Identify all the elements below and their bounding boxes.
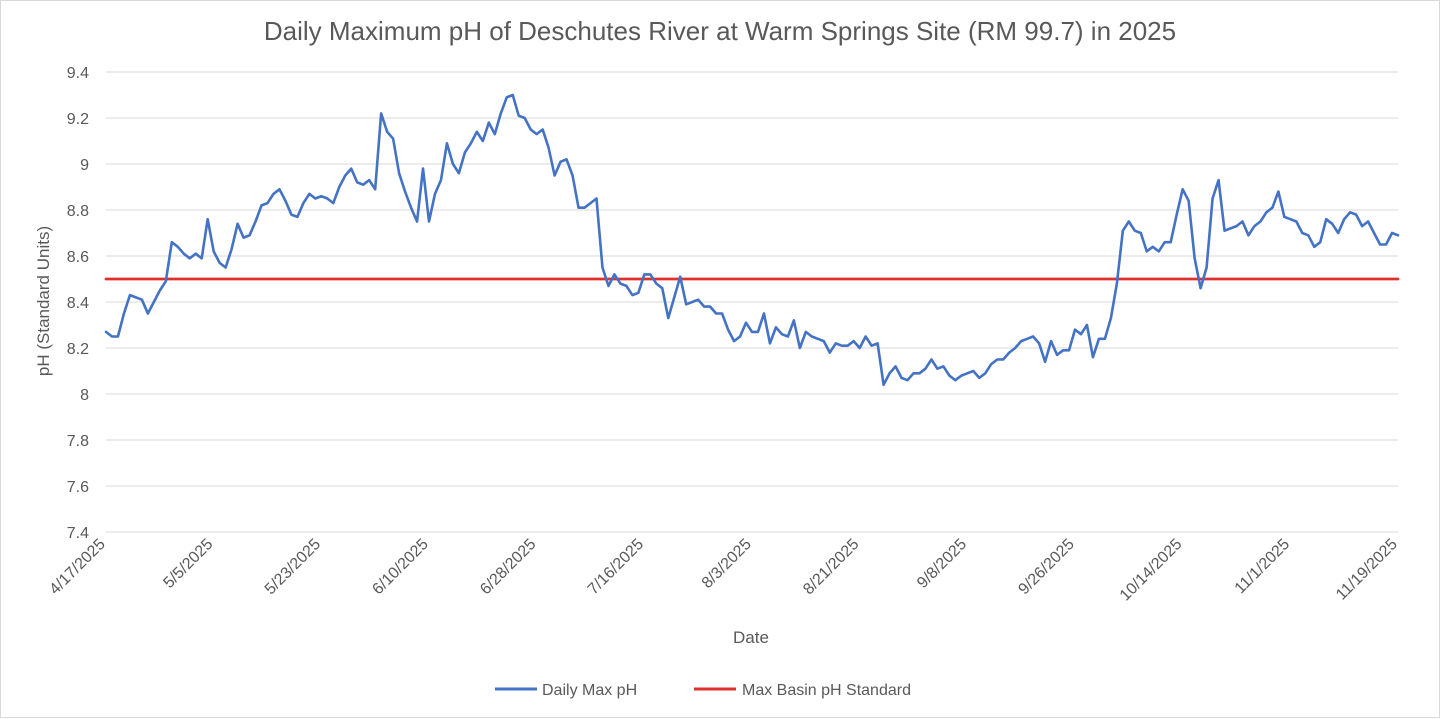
y-tick-label: 9.2 [67, 111, 89, 128]
x-axis-ticks: 4/17/2025 5/5/2025 5/23/2025 6/10/2025 6/28/… [46, 536, 1400, 605]
x-tick-label: 4/17/2025 [46, 536, 108, 598]
legend-label-daily-max: Daily Max pH [542, 682, 637, 699]
x-tick-label: 5/5/2025 [160, 536, 216, 592]
x-tick-label: 9/8/2025 [914, 536, 970, 592]
y-tick-label: 7.8 [67, 433, 89, 450]
y-tick-label: 8.2 [67, 341, 89, 358]
y-tick-label: 8 [80, 387, 89, 404]
x-tick-label: 11/1/2025 [1232, 536, 1294, 598]
y-axis-label: pH (Standard Units) [34, 226, 53, 376]
x-tick-label: 6/10/2025 [369, 536, 431, 598]
x-tick-label: 7/16/2025 [585, 536, 647, 598]
chart-title: Daily Maximum pH of Deschutes River at W… [264, 16, 1176, 46]
y-tick-label: 7.4 [67, 525, 89, 542]
x-tick-label: 10/14/2025 [1117, 536, 1186, 605]
legend-label-standard: Max Basin pH Standard [742, 682, 911, 699]
x-tick-label: 5/23/2025 [262, 536, 324, 598]
y-tick-label: 9.4 [67, 65, 89, 82]
x-tick-label: 9/26/2025 [1015, 536, 1077, 598]
x-tick-label: 8/3/2025 [699, 536, 755, 592]
y-tick-label: 7.6 [67, 479, 89, 496]
y-axis-ticks: 7.4 7.6 7.8 8 8.2 8.4 8.6 8.8 9 9.2 9.4 [67, 65, 89, 542]
x-tick-label: 8/21/2025 [800, 536, 862, 598]
y-tick-label: 8.4 [67, 295, 89, 312]
y-tick-label: 8.8 [67, 203, 89, 220]
series-line-daily-max-ph [104, 93, 1400, 387]
y-tick-label: 9 [80, 157, 89, 174]
x-tick-label: 11/19/2025 [1333, 536, 1401, 604]
gridlines [106, 71, 1398, 533]
x-tick-label: 6/28/2025 [477, 536, 539, 598]
x-axis-label: Date [733, 628, 769, 647]
y-tick-label: 8.6 [67, 249, 89, 266]
legend: Daily Max pH Max Basin pH Standard [495, 682, 911, 699]
plot-series [104, 93, 1400, 387]
